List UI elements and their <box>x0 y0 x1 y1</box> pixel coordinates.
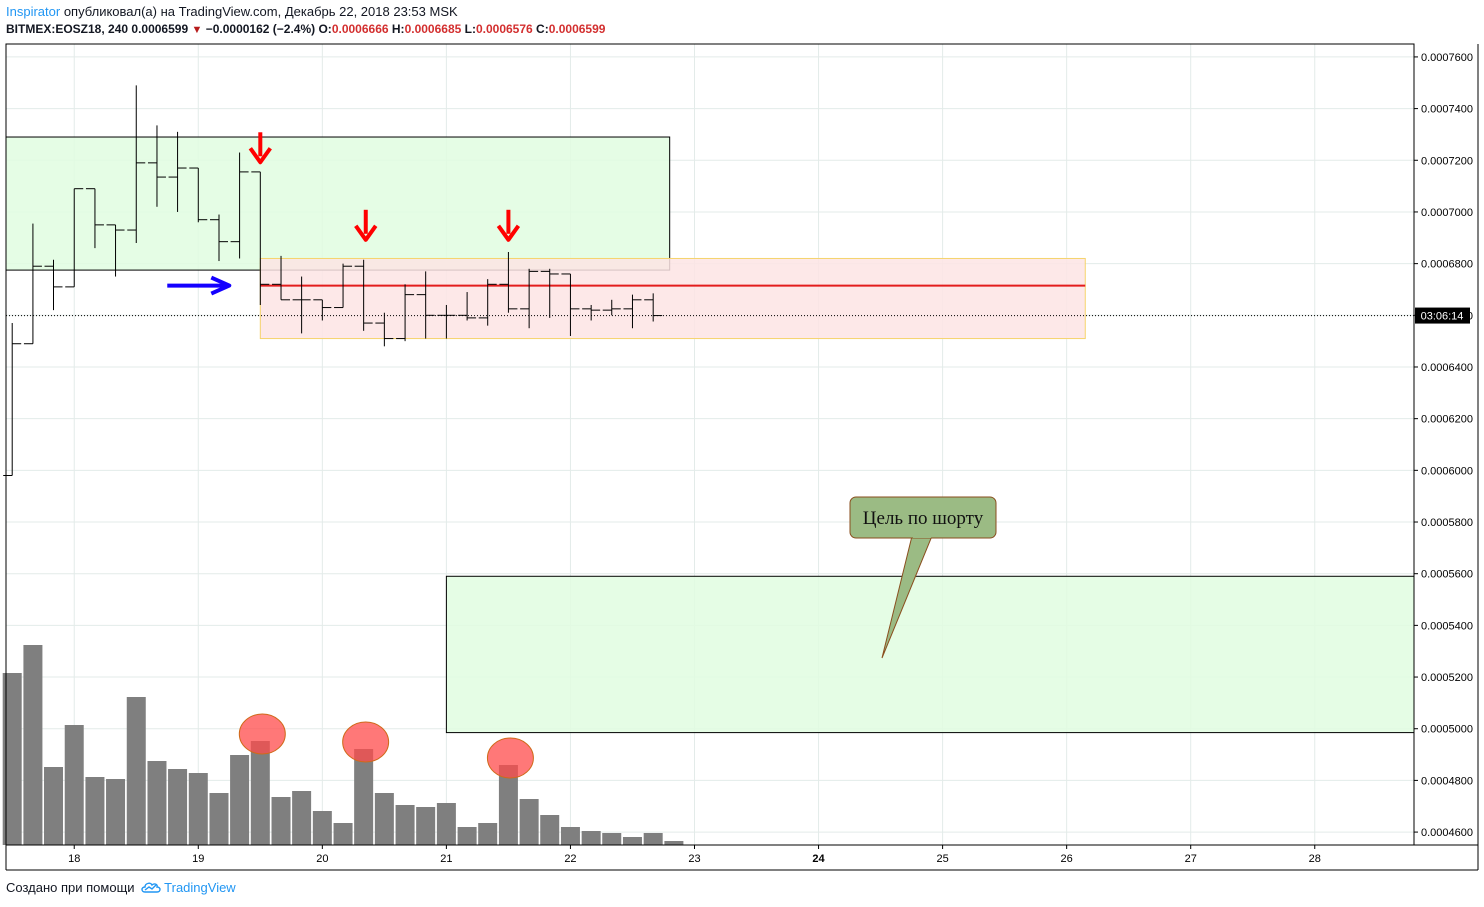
volume-bar <box>230 755 250 845</box>
price-axis-label: 0.0006000 <box>1421 465 1473 477</box>
time-axis-label: 19 <box>192 853 204 865</box>
volume-bar <box>622 837 642 845</box>
time-axis-label: 26 <box>1061 853 1073 865</box>
low-value: 0.0006576 <box>475 22 533 36</box>
volume-bar <box>126 697 146 845</box>
close-value: 0.0006599 <box>548 22 606 36</box>
volume-bar <box>664 841 684 845</box>
volume-bar <box>292 791 312 845</box>
price-axis-label: 0.0007000 <box>1421 207 1473 219</box>
volume-bar <box>643 833 663 845</box>
tradingview-cloud-icon[interactable] <box>140 880 162 897</box>
volume-bar <box>250 741 270 845</box>
volume-bar <box>560 827 580 845</box>
chart-header-line1: Inspirator опубликовал(а) на TradingView… <box>6 4 458 19</box>
volume-bar <box>333 823 353 845</box>
countdown-text: 03:06:14 <box>1421 311 1464 323</box>
author-name[interactable]: Inspirator <box>6 4 61 19</box>
red-resistance-zone[interactable] <box>259 257 1086 340</box>
volume-bar <box>457 827 477 845</box>
symbol-label: BITMEX:EOSZ18, 240 <box>6 22 129 36</box>
volume-bar <box>602 833 622 845</box>
price-axis-label: 0.0005800 <box>1421 517 1473 529</box>
open-label: O: <box>318 22 332 36</box>
close-label: C: <box>536 22 549 36</box>
time-axis-label: 22 <box>564 853 576 865</box>
upper-green-zone[interactable] <box>5 136 671 271</box>
volume-bar <box>498 765 518 845</box>
volume-bar <box>519 799 539 845</box>
volume-bar <box>374 793 394 845</box>
down-arrow-head-icon[interactable] <box>248 147 272 165</box>
volume-bar <box>416 807 436 845</box>
created-with-text: Создано при помощи <box>6 880 135 895</box>
volume-bar <box>23 645 43 845</box>
price-axis-label: 0.0004600 <box>1421 827 1473 839</box>
price-axis-label: 0.0005400 <box>1421 620 1473 632</box>
down-arrow-head-icon[interactable] <box>496 224 521 242</box>
low-label: L: <box>464 22 476 36</box>
down-arrow-head-icon[interactable] <box>354 224 378 242</box>
time-axis-label: 28 <box>1309 853 1321 865</box>
volume-bar <box>209 793 229 845</box>
volume-bar <box>44 767 64 845</box>
time-axis-label: 23 <box>688 853 700 865</box>
time-axis-label: 27 <box>1185 853 1197 865</box>
high-value: 0.0006685 <box>404 22 462 36</box>
price-axis-label: 0.0006800 <box>1421 259 1473 271</box>
volume-bar <box>271 797 291 845</box>
price-axis-label: 0.0007600 <box>1421 52 1473 64</box>
volume-bar <box>106 779 126 845</box>
time-axis-label: 24 <box>812 853 825 865</box>
last-price: 0.0006599 <box>131 22 189 36</box>
footer: Создано при помощи TradingView <box>6 880 236 897</box>
volume-bar <box>2 673 22 845</box>
volume-highlight-circle[interactable] <box>342 721 390 763</box>
time-axis-label: 25 <box>936 853 948 865</box>
published-info: опубликовал(а) на TradingView.com, Декаб… <box>63 4 458 19</box>
volume-bar <box>64 725 84 845</box>
time-axis-label: 21 <box>440 853 452 865</box>
price-axis-label: 0.0007200 <box>1421 155 1473 167</box>
price-axis-label: 0.0006200 <box>1421 414 1473 426</box>
high-label: H: <box>391 22 405 36</box>
price-axis-label: 0.0006400 <box>1421 362 1473 374</box>
target-green-zone[interactable] <box>445 575 1415 734</box>
volume-bar <box>147 761 167 845</box>
volume-bar <box>312 811 332 845</box>
volume-bar <box>540 815 560 845</box>
volume-highlight-circle[interactable] <box>238 713 286 755</box>
price-axis-label: 0.0007400 <box>1421 104 1473 116</box>
volume-bar <box>436 803 456 845</box>
price-change: −0.0000162 (−2.4%) <box>205 22 316 36</box>
right-arrow-head-icon[interactable] <box>210 275 232 296</box>
volume-bar <box>581 831 601 845</box>
price-axis-label: 0.0005000 <box>1421 724 1473 736</box>
volume-bar <box>395 805 415 845</box>
price-axis-label: 0.0004800 <box>1421 775 1473 787</box>
tradingview-brand[interactable]: TradingView <box>164 880 236 895</box>
callout-text[interactable]: Цель по шорту <box>863 508 984 529</box>
countdown-badge <box>1415 307 1470 324</box>
time-axis-label: 20 <box>316 853 328 865</box>
chart-header-line2: BITMEX:EOSZ18, 240 0.0006599 ▼ −0.000016… <box>6 22 605 36</box>
price-axis-label: 0.0005200 <box>1421 672 1473 684</box>
volume-highlight-circle[interactable] <box>486 737 534 779</box>
price-axis-label: 0.0005600 <box>1421 569 1473 581</box>
volume-bar <box>478 823 498 845</box>
volume-bar <box>188 773 208 845</box>
change-down-icon: ▼ <box>191 24 203 36</box>
time-axis-label: 18 <box>68 853 80 865</box>
plot-border <box>5 43 1415 846</box>
open-value: 0.0006666 <box>331 22 389 36</box>
volume-bar <box>85 777 105 845</box>
volume-bar <box>168 769 188 845</box>
volume-bar <box>354 749 374 845</box>
